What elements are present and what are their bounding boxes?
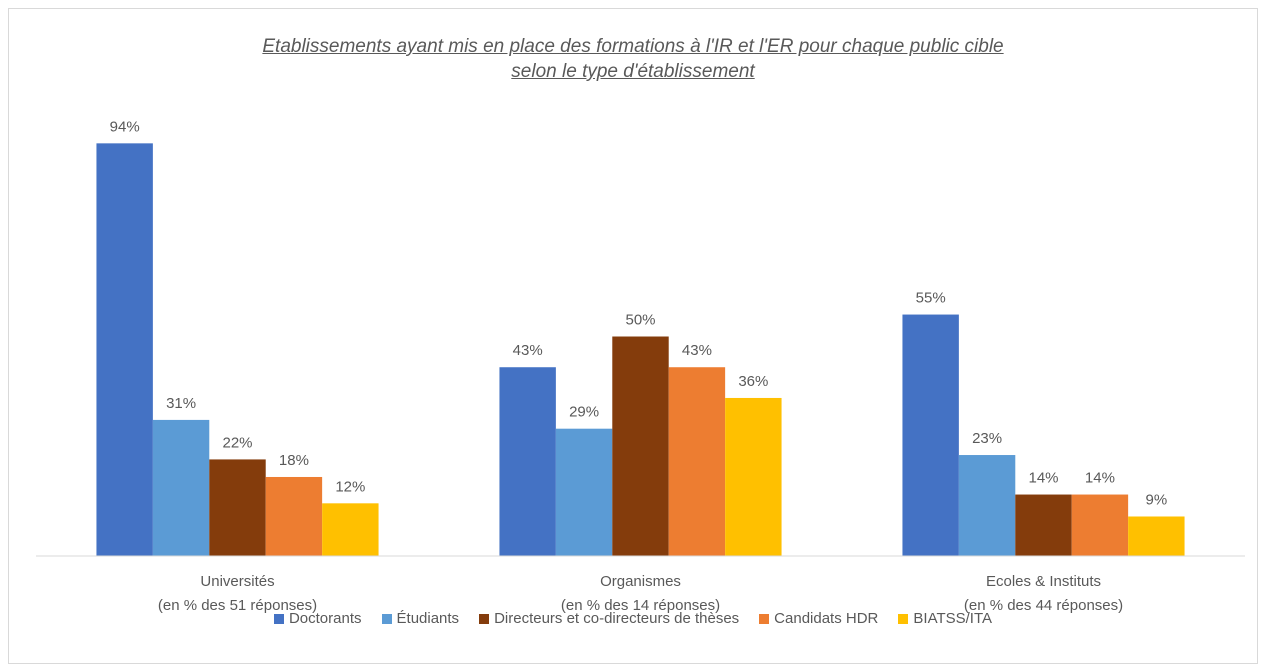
data-label: 94% — [110, 118, 140, 135]
bar — [1015, 494, 1072, 556]
data-label: 22% — [222, 434, 252, 451]
bar — [209, 459, 266, 556]
bar — [725, 397, 782, 556]
data-label: 23% — [972, 430, 1002, 447]
data-label: 18% — [279, 452, 309, 469]
bar — [152, 419, 210, 556]
data-label: 12% — [335, 478, 365, 495]
bar — [555, 428, 613, 556]
legend-item: Doctorants — [273, 610, 362, 627]
chart-title: Etablissements ayant mis en place des fo… — [262, 36, 1004, 82]
bar — [612, 336, 669, 556]
bar — [1128, 516, 1185, 556]
x-tick-label: Universités (en % des 51 réponses) — [157, 573, 318, 614]
legend-item: Candidats HDR — [759, 610, 878, 627]
legend-swatch — [479, 613, 490, 624]
x-tick-label: Ecoles & Instituts (en % des 44 réponses… — [963, 573, 1124, 614]
data-label: 55% — [916, 290, 946, 307]
data-label: 29% — [569, 404, 599, 421]
bar — [902, 314, 959, 556]
x-tick-label: Organismes (en % des 14 réponses) — [560, 573, 721, 614]
data-label: 43% — [513, 342, 543, 359]
legend: Doctorants Étudiants Directeurs et co-dire… — [0, 610, 1266, 627]
legend-label: Étudiants — [396, 610, 460, 627]
bar — [958, 455, 1016, 556]
legend-item: Directeurs et co-directeurs de thèses — [479, 610, 739, 627]
legend-label: Candidats HDR — [774, 610, 879, 627]
data-label: 31% — [166, 395, 196, 412]
legend-swatch — [898, 613, 909, 624]
legend-label: Doctorants — [288, 610, 362, 627]
data-label: 50% — [625, 312, 655, 329]
legend-label: Directeurs et co-directeurs de thèses — [494, 610, 740, 627]
bar — [499, 367, 556, 556]
legend-swatch — [381, 613, 392, 624]
legend-swatch — [759, 613, 770, 624]
bar — [265, 476, 323, 556]
bar — [96, 143, 153, 556]
bar — [668, 367, 726, 556]
data-label: 14% — [1028, 470, 1058, 487]
data-label: 36% — [738, 373, 768, 390]
legend-item: Étudiants — [381, 610, 460, 627]
data-label: 9% — [1145, 491, 1167, 508]
data-label: 43% — [682, 342, 712, 359]
chart-frame — [8, 8, 1258, 664]
data-label: 14% — [1085, 470, 1115, 487]
legend-label: BIATSS/ITA — [913, 610, 993, 627]
legend-item: BIATSS/ITA — [898, 610, 992, 627]
bar — [322, 503, 379, 556]
legend-swatch — [273, 613, 284, 624]
bar — [1071, 494, 1129, 556]
